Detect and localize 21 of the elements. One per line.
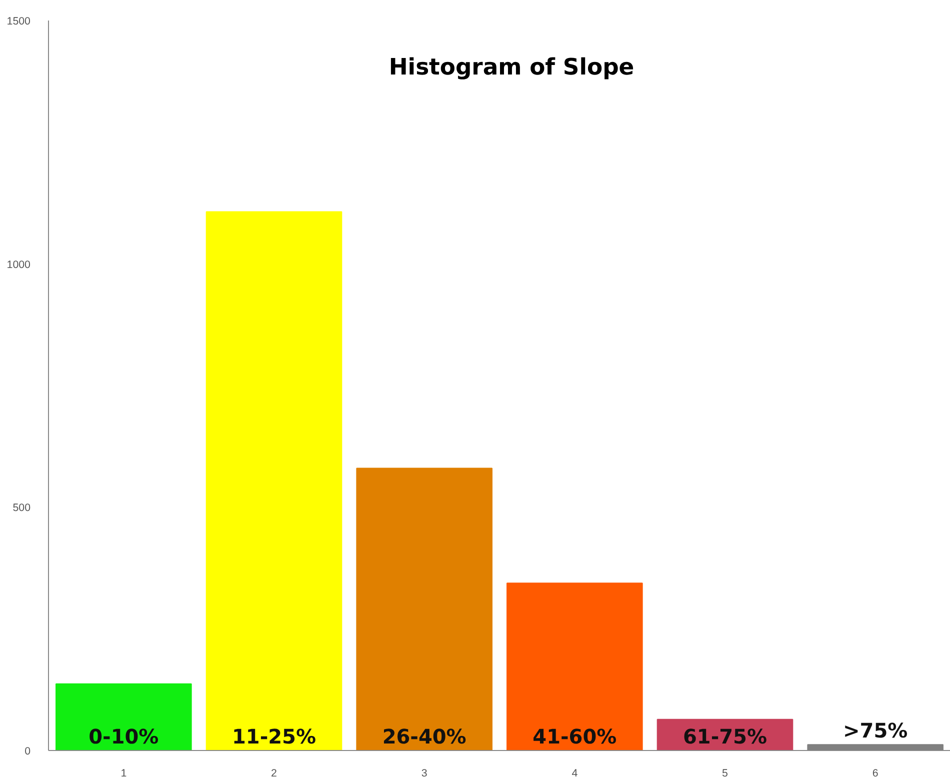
y-tick-label: 0 <box>24 746 31 758</box>
bar <box>206 211 342 750</box>
annotation: 0-10% <box>88 724 159 748</box>
y-tick-label: 1000 <box>6 258 31 271</box>
x-tick-label: 3 <box>421 768 428 780</box>
x-tick-label: 5 <box>722 768 728 780</box>
annotation: 61-75% <box>683 724 768 748</box>
bar <box>356 468 492 750</box>
y-tick-label: 1500 <box>6 16 31 28</box>
x-tick-label: 1 <box>120 768 127 780</box>
bar <box>506 582 643 750</box>
x-tick-label: 6 <box>872 768 878 780</box>
annotation: 41-60% <box>532 724 617 748</box>
bar <box>56 683 192 750</box>
x-tick-label: 4 <box>572 768 578 780</box>
annotation: 11-25% <box>232 724 316 748</box>
x-tick-label: 2 <box>271 768 278 780</box>
annotation: >75% <box>843 718 908 743</box>
text: Histogram of Slope <box>388 54 634 80</box>
y-tick-label: 500 <box>12 502 31 514</box>
annotation: 26-40% <box>382 724 466 748</box>
